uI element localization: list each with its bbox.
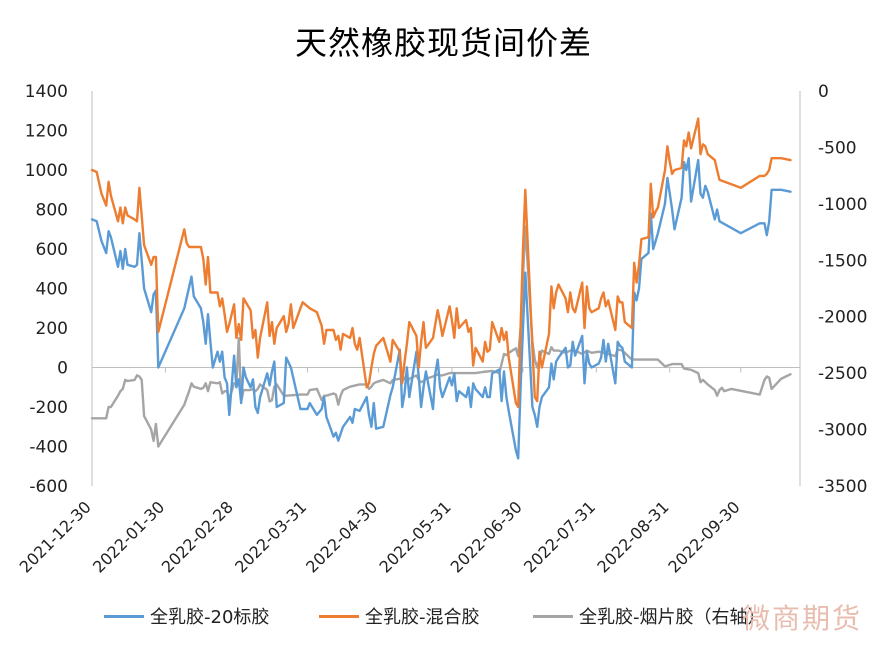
legend-swatch-series-2 bbox=[319, 614, 359, 618]
x-tick-label: 2021-12-30 bbox=[16, 497, 95, 576]
legend-swatch-series-1 bbox=[104, 614, 144, 618]
y-right-tick-label: -1000 bbox=[818, 195, 867, 215]
y-right-tick-label: -500 bbox=[818, 138, 857, 158]
y-left-tick-label: -600 bbox=[29, 477, 68, 497]
series-line-3 bbox=[90, 225, 792, 448]
x-tick-label: 2022-02-28 bbox=[158, 497, 237, 576]
x-tick-label: 2022-03-31 bbox=[231, 497, 310, 576]
y-left-tick-label: 400 bbox=[36, 280, 68, 300]
x-tick-label: 2022-07-31 bbox=[520, 497, 599, 576]
series-line-2 bbox=[90, 117, 792, 409]
y-left-tick-label: 600 bbox=[36, 240, 68, 260]
legend-label-series-1: 全乳胶-20标胶 bbox=[150, 607, 270, 628]
chart-axes bbox=[91, 91, 801, 486]
y-right-tick-label: -2000 bbox=[818, 308, 867, 328]
x-tick-label: 2022-04-30 bbox=[302, 497, 381, 576]
legend-item-series-1: 全乳胶-20标胶 bbox=[104, 603, 269, 629]
legend-label-series-3: 全乳胶-烟片胶（右轴） bbox=[579, 607, 766, 628]
chart-title: 天然橡胶现货间价差 bbox=[294, 24, 592, 62]
x-tick-label: 2022-06-30 bbox=[447, 497, 526, 576]
y-left-tick-label: 200 bbox=[36, 319, 68, 339]
y-left-tick-label: 1000 bbox=[25, 161, 68, 181]
y-right-tick-label: -3000 bbox=[818, 421, 867, 441]
y-left-tick-label: 1200 bbox=[25, 122, 68, 142]
chart-series-lines bbox=[90, 117, 792, 460]
y-right-tick-label: -1500 bbox=[818, 251, 867, 271]
y-left-tick-label: 0 bbox=[57, 359, 68, 379]
x-tick-label: 2022-08-31 bbox=[593, 497, 672, 576]
y-left-tick-label: -200 bbox=[29, 398, 68, 418]
y-right-tick-label: -3500 bbox=[818, 477, 867, 497]
x-tick-label: 2022-05-31 bbox=[376, 497, 455, 576]
y-left-tick-label: -400 bbox=[29, 438, 68, 458]
legend-item-series-3: 全乳胶-烟片胶（右轴） bbox=[533, 603, 766, 629]
legend-item-series-2: 全乳胶-混合胶 bbox=[319, 603, 480, 629]
legend-swatch-series-3 bbox=[533, 614, 573, 618]
x-tick-label: 2022-09-30 bbox=[664, 497, 743, 576]
x-tick-label: 2022-01-30 bbox=[89, 497, 168, 576]
series-line-1 bbox=[90, 156, 792, 460]
legend-label-series-2: 全乳胶-混合胶 bbox=[365, 607, 480, 628]
watermark-text: 微商期货 bbox=[742, 602, 863, 635]
y-left-tick-label: 800 bbox=[36, 201, 68, 221]
y-left-tick-label: 1400 bbox=[25, 82, 68, 102]
y-right-tick-label: 0 bbox=[818, 82, 829, 102]
y-right-tick-label: -2500 bbox=[818, 364, 867, 384]
